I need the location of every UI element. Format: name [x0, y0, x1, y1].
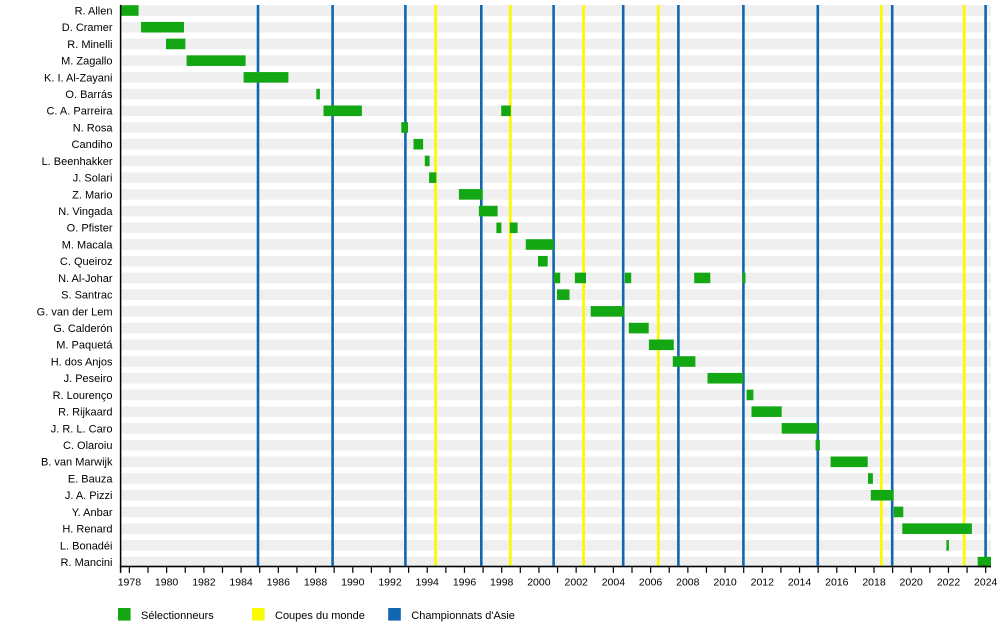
svg-text:R. Allen: R. Allen — [75, 5, 113, 17]
svg-text:L. Bonadéi: L. Bonadéi — [60, 540, 113, 552]
svg-text:H. Renard: H. Renard — [62, 524, 112, 536]
svg-text:J. Solari: J. Solari — [73, 173, 113, 185]
svg-text:Championnats d'Asie: Championnats d'Asie — [411, 610, 515, 622]
svg-text:O. Barrás: O. Barrás — [65, 89, 113, 101]
svg-text:O. Pfister: O. Pfister — [67, 223, 113, 235]
svg-text:Y. Anbar: Y. Anbar — [72, 507, 113, 519]
svg-text:L. Beenhakker: L. Beenhakker — [42, 156, 113, 168]
svg-text:2016: 2016 — [825, 576, 849, 588]
svg-text:1986: 1986 — [267, 576, 291, 588]
svg-text:C. Queiroz: C. Queiroz — [60, 256, 113, 268]
svg-text:1984: 1984 — [229, 576, 253, 588]
svg-text:N. Al-Johar: N. Al-Johar — [58, 273, 113, 285]
svg-text:2014: 2014 — [788, 576, 812, 588]
svg-text:D. Cramer: D. Cramer — [62, 22, 113, 34]
svg-text:N. Rosa: N. Rosa — [73, 122, 114, 134]
svg-text:2024: 2024 — [974, 576, 998, 588]
svg-text:2004: 2004 — [602, 576, 626, 588]
svg-text:J. Peseiro: J. Peseiro — [64, 373, 113, 385]
svg-text:R. Lourenço: R. Lourenço — [53, 390, 113, 402]
svg-text:E. Bauza: E. Bauza — [68, 473, 114, 485]
svg-text:R. Rijkaard: R. Rijkaard — [58, 407, 112, 419]
svg-text:S. Santrac: S. Santrac — [61, 290, 113, 302]
svg-text:M. Paquetá: M. Paquetá — [56, 340, 113, 352]
svg-text:2002: 2002 — [565, 576, 589, 588]
svg-text:G. van der Lem: G. van der Lem — [37, 306, 113, 318]
svg-text:1990: 1990 — [341, 576, 365, 588]
svg-text:2018: 2018 — [862, 576, 886, 588]
svg-text:J. A. Pizzi: J. A. Pizzi — [65, 490, 113, 502]
svg-text:2012: 2012 — [751, 576, 775, 588]
svg-text:2022: 2022 — [937, 576, 961, 588]
svg-text:N. Vingada: N. Vingada — [58, 206, 113, 218]
svg-text:M. Zagallo: M. Zagallo — [61, 56, 112, 68]
svg-text:1998: 1998 — [490, 576, 514, 588]
svg-text:R. Minelli: R. Minelli — [67, 39, 112, 51]
svg-text:1996: 1996 — [453, 576, 477, 588]
svg-text:M. Macala: M. Macala — [62, 239, 114, 251]
svg-text:2010: 2010 — [713, 576, 737, 588]
svg-text:Candiho: Candiho — [72, 139, 113, 151]
svg-text:Z. Mario: Z. Mario — [72, 189, 112, 201]
svg-text:Sélectionneurs: Sélectionneurs — [141, 610, 214, 622]
svg-text:2020: 2020 — [900, 576, 924, 588]
svg-text:C. Olaroiu: C. Olaroiu — [63, 440, 113, 452]
svg-text:1992: 1992 — [378, 576, 402, 588]
svg-text:1982: 1982 — [192, 576, 216, 588]
svg-text:2006: 2006 — [639, 576, 663, 588]
svg-text:2008: 2008 — [676, 576, 700, 588]
svg-text:G. Calderón: G. Calderón — [53, 323, 112, 335]
svg-text:1994: 1994 — [416, 576, 440, 588]
svg-text:R. Mancini: R. Mancini — [61, 557, 113, 569]
svg-text:2000: 2000 — [527, 576, 551, 588]
svg-text:1980: 1980 — [155, 576, 179, 588]
svg-text:B. van Marwijk: B. van Marwijk — [41, 457, 113, 469]
svg-text:H. dos Anjos: H. dos Anjos — [51, 356, 113, 368]
svg-text:1988: 1988 — [304, 576, 328, 588]
svg-text:1978: 1978 — [118, 576, 142, 588]
svg-text:J. R. L. Caro: J. R. L. Caro — [51, 423, 113, 435]
svg-text:K. I. Al-Zayani: K. I. Al-Zayani — [44, 72, 112, 84]
svg-text:Coupes du monde: Coupes du monde — [275, 610, 365, 622]
svg-text:C. A. Parreira: C. A. Parreira — [46, 106, 113, 118]
